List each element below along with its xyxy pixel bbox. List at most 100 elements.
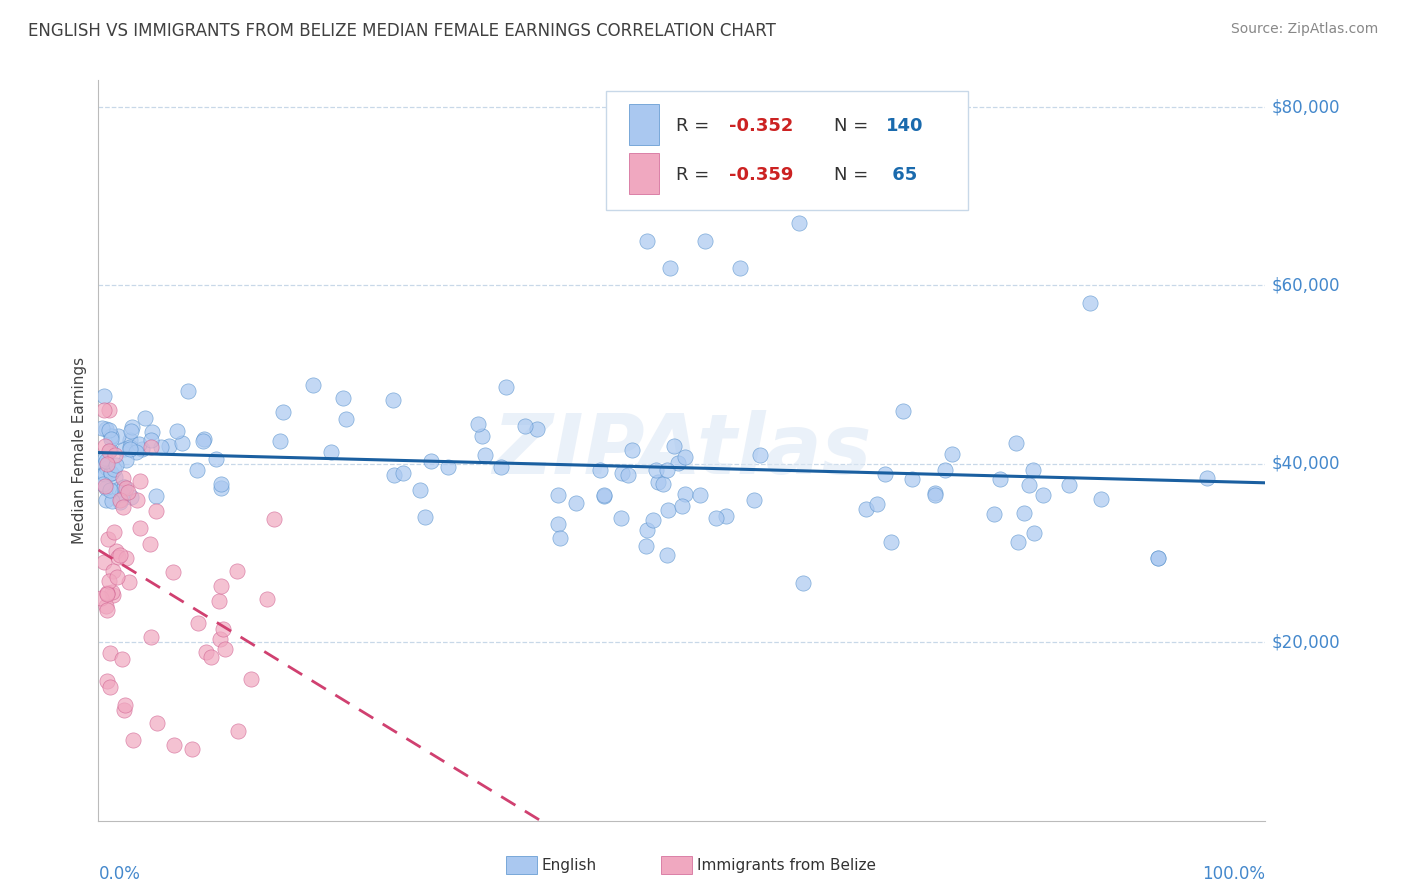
Point xyxy=(94,481,117,495)
Point xyxy=(636,539,658,553)
Point xyxy=(941,447,963,461)
Point xyxy=(730,260,752,275)
Point xyxy=(139,434,162,448)
Point xyxy=(335,412,357,426)
Point xyxy=(114,698,136,712)
Point xyxy=(120,490,142,504)
Point xyxy=(1197,471,1219,485)
Point xyxy=(115,453,138,467)
Point xyxy=(91,477,114,491)
Point xyxy=(716,509,738,524)
Point xyxy=(145,504,167,518)
Point xyxy=(893,404,915,418)
Point xyxy=(1004,436,1026,450)
Point xyxy=(205,452,228,467)
Point xyxy=(873,467,896,481)
Point xyxy=(94,479,117,493)
Point xyxy=(526,422,548,436)
Point xyxy=(263,511,285,525)
Point xyxy=(1022,525,1045,540)
Point xyxy=(1018,478,1040,492)
Text: Immigrants from Belize: Immigrants from Belize xyxy=(697,858,876,872)
Point xyxy=(208,594,231,608)
Point xyxy=(636,523,658,537)
Point xyxy=(145,490,167,504)
Point xyxy=(176,384,198,398)
Point xyxy=(146,715,169,730)
Point xyxy=(172,436,194,450)
Point xyxy=(240,672,263,686)
Point xyxy=(208,632,231,646)
Point xyxy=(96,586,118,600)
Point xyxy=(149,440,172,454)
Point xyxy=(193,432,215,446)
Point xyxy=(673,450,696,464)
Point xyxy=(101,494,124,508)
Point xyxy=(120,442,142,457)
Point xyxy=(115,482,138,496)
Point xyxy=(513,419,536,434)
Point xyxy=(96,587,118,601)
Point xyxy=(139,537,162,551)
Text: $20,000: $20,000 xyxy=(1271,633,1340,651)
Point xyxy=(141,425,163,439)
Text: -0.352: -0.352 xyxy=(728,117,793,136)
Point xyxy=(212,622,235,636)
Point xyxy=(187,615,209,630)
Point xyxy=(1057,477,1080,491)
Point xyxy=(655,463,678,477)
Text: $40,000: $40,000 xyxy=(1271,455,1340,473)
Text: 140: 140 xyxy=(886,117,924,136)
Point xyxy=(162,565,184,579)
Point xyxy=(924,486,946,500)
Point xyxy=(593,488,616,502)
Point xyxy=(104,470,127,484)
Point xyxy=(616,468,638,483)
Point xyxy=(112,703,135,717)
Point xyxy=(131,442,153,457)
Point xyxy=(93,555,115,569)
Point xyxy=(107,550,129,565)
Point xyxy=(662,439,685,453)
Point xyxy=(1147,550,1170,565)
Point xyxy=(96,457,118,471)
Point xyxy=(1022,463,1045,477)
Point xyxy=(91,421,114,435)
Point xyxy=(103,588,125,602)
Point xyxy=(96,603,118,617)
Point xyxy=(98,646,121,660)
Point xyxy=(93,467,115,481)
Point xyxy=(163,738,186,752)
Point xyxy=(413,509,436,524)
Point xyxy=(880,534,903,549)
Point xyxy=(273,405,295,419)
Point xyxy=(392,466,415,480)
Point xyxy=(103,462,125,476)
Point xyxy=(100,467,122,481)
Point xyxy=(610,466,633,480)
Point xyxy=(467,417,489,432)
Point xyxy=(100,432,122,446)
Point xyxy=(1032,488,1054,502)
Point xyxy=(104,458,127,472)
Point xyxy=(94,450,117,465)
Point xyxy=(191,434,214,449)
Point xyxy=(114,442,136,456)
Point xyxy=(610,510,633,524)
Point xyxy=(1080,296,1102,310)
Point xyxy=(319,445,342,459)
Point xyxy=(94,454,117,468)
Point xyxy=(96,422,118,436)
Point xyxy=(111,500,134,514)
Point xyxy=(659,260,682,275)
Point xyxy=(382,467,405,482)
Text: N =: N = xyxy=(834,166,873,184)
Point xyxy=(269,434,291,448)
Point xyxy=(471,429,494,443)
Text: $60,000: $60,000 xyxy=(1271,277,1340,294)
Point xyxy=(107,429,129,443)
Point xyxy=(112,480,135,494)
Point xyxy=(117,574,139,589)
Point xyxy=(547,487,569,501)
Text: 100.0%: 100.0% xyxy=(1202,865,1265,883)
